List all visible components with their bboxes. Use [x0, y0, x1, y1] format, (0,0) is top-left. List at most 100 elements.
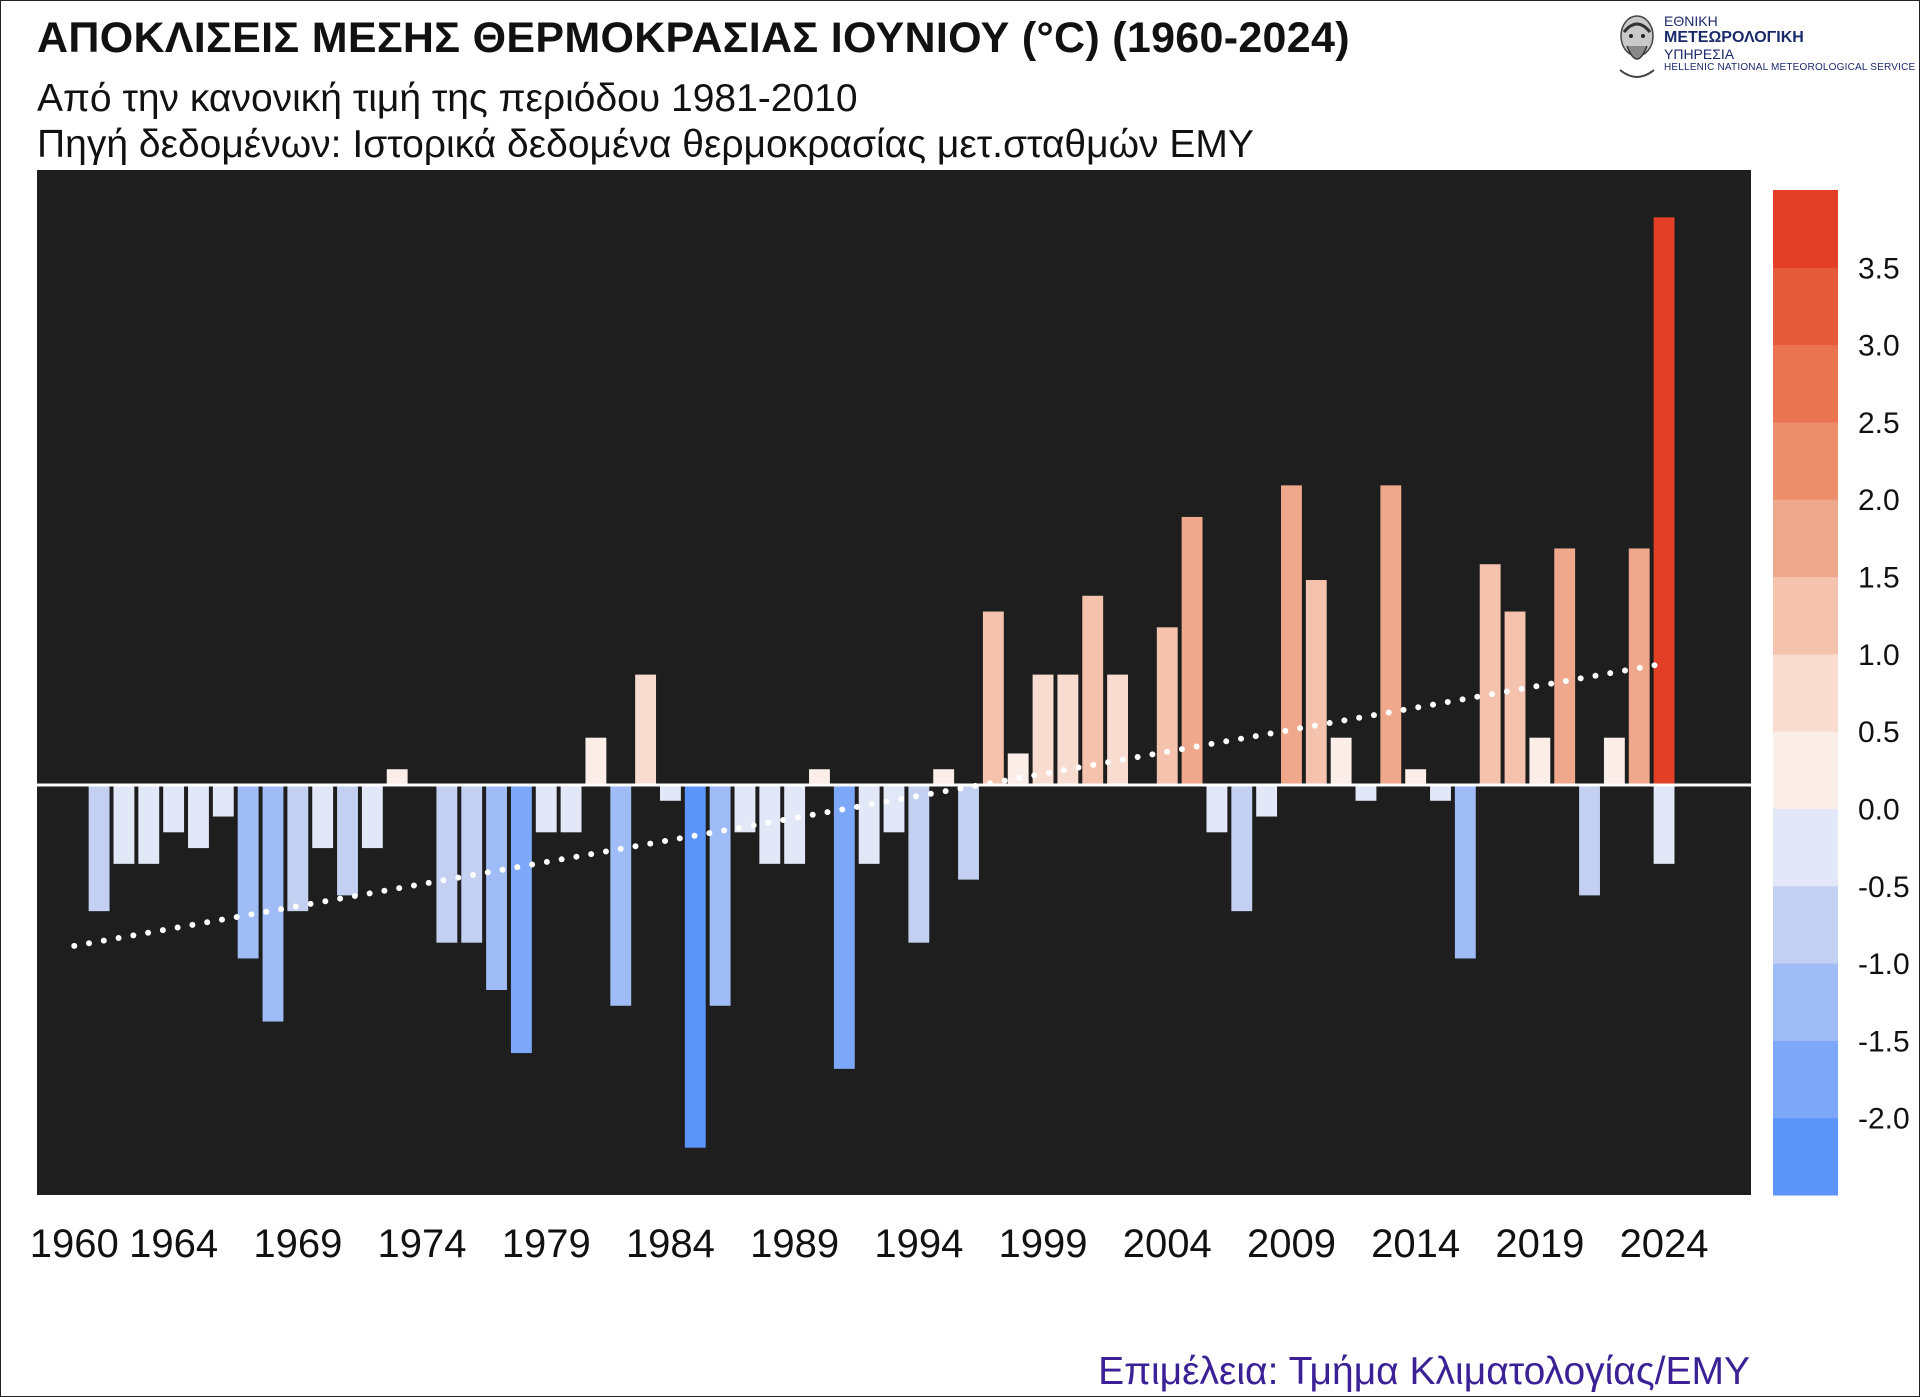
bar-1999 [1032, 674, 1054, 785]
bar-2001 [1082, 595, 1104, 785]
bar-1987 [734, 785, 756, 833]
bar-1972 [361, 785, 383, 849]
colorbar-tick-label: -1.5 [1858, 1025, 1910, 1058]
x-tick-label-2024: 2024 [1620, 1222, 1709, 1266]
colorbar-segment [1773, 963, 1838, 1041]
bar-2002 [1107, 674, 1128, 785]
bar-1980 [560, 785, 582, 833]
chart-subtitle-source: Πηγή δεδομένων: Ιστορικά δεδομένα θερμοκ… [37, 123, 1254, 166]
trend-line [71, 660, 1668, 949]
bar-2012 [1355, 785, 1377, 801]
bar-1975 [436, 785, 458, 943]
bar-2021 [1579, 785, 1600, 896]
bar-1979 [535, 785, 557, 833]
x-tick-label-2014: 2014 [1371, 1222, 1460, 1266]
logo-line-2: ΜΕΤΕΩΡΟΛΟΓΙΚΗ [1664, 29, 1804, 47]
bar-1994 [908, 785, 930, 943]
bar-1966 [212, 785, 234, 817]
bar-1993 [883, 785, 905, 833]
bar-1991 [833, 785, 855, 1069]
bar-1968 [262, 785, 284, 1022]
bar-1996 [958, 785, 979, 880]
colorbar-tick-label: 0.0 [1858, 793, 1900, 826]
bar-2018 [1504, 611, 1526, 785]
colorbar-segment [1773, 421, 1838, 500]
x-tick-label-1994: 1994 [874, 1222, 963, 1266]
x-tick-label-2009: 2009 [1247, 1222, 1336, 1266]
bar-1992 [858, 785, 880, 864]
bar-1984 [660, 785, 681, 801]
bar-2013 [1380, 485, 1402, 785]
bar-1971 [337, 785, 358, 896]
bar-1983 [635, 674, 657, 785]
bar-1981 [585, 737, 607, 785]
colorbar-tick-label: -2.0 [1858, 1103, 1910, 1136]
bar-1969 [287, 785, 309, 912]
x-tick-label-2004: 2004 [1123, 1222, 1212, 1266]
bar-1970 [312, 785, 334, 849]
x-tick-label-1964: 1964 [129, 1222, 218, 1266]
chart-title: ΑΠΟΚΛΙΣΕΙΣ ΜΕΣΗΣ ΘΕΡΜΟΚΡΑΣΙΑΣ ΙΟΥΝΙΟΥ (°… [37, 14, 1350, 62]
bar-2009 [1281, 485, 1302, 785]
logo-line-1: ΕΘΝΙΚΗ [1664, 13, 1718, 29]
bar-1964 [163, 785, 185, 833]
x-tick-label-2019: 2019 [1495, 1222, 1584, 1266]
x-tick-label-1969: 1969 [253, 1222, 342, 1266]
colorbar-segment [1773, 499, 1838, 578]
colorbar-tick-label: 1.0 [1858, 639, 1900, 672]
colorbar-tick-label: 3.0 [1858, 330, 1900, 363]
bar-2024-value [1653, 217, 1675, 786]
colorbar-segment [1773, 344, 1838, 423]
colorbar-tick-label: -0.5 [1858, 871, 1910, 904]
colorbar-segment [1773, 267, 1838, 346]
colorbar-tick-label: 2.0 [1858, 484, 1900, 517]
x-tick-label-1960: 1960 [30, 1222, 119, 1266]
credit-text: Επιμέλεια: Τμήμα Κλιματολογίας/ΕΜΥ [1098, 1350, 1750, 1393]
colorbar-segment [1773, 1117, 1838, 1196]
logo-line-4: HELLENIC NATIONAL METEOROLOGICAL SERVICE [1664, 62, 1916, 74]
bar-2000 [1057, 674, 1079, 785]
plot-area [37, 170, 1751, 1195]
bar-1998 [1007, 753, 1029, 785]
hnms-logo: ΕΘΝΙΚΗ ΜΕΤΕΩΡΟΛΟΓΙΚΗ ΥΠΗΡΕΣΙΑ HELLENIC N… [1612, 10, 1916, 90]
bar-1965 [188, 785, 209, 849]
bar-1985 [684, 785, 706, 1148]
bar-1967 [237, 785, 259, 959]
bar-2007 [1231, 785, 1253, 912]
bar-2004 [1156, 627, 1178, 785]
colorbar-segment [1773, 653, 1838, 732]
bar-1976 [461, 785, 483, 943]
logo-emblem-icon [1619, 15, 1655, 78]
x-tick-label-1999: 1999 [999, 1222, 1088, 1266]
colorbar-segment [1773, 190, 1838, 268]
bar-1997 [982, 611, 1004, 785]
colorbar-tick-label: 0.5 [1858, 716, 1900, 749]
x-tick-label-1984: 1984 [626, 1222, 715, 1266]
bar-2015 [1430, 785, 1451, 801]
bar-2008 [1256, 785, 1278, 817]
colorbar-segment [1773, 885, 1838, 964]
logo-line-3: ΥΠΗΡΕΣΙΑ [1664, 45, 1735, 62]
colorbar-segment [1773, 576, 1838, 655]
bar-1963 [138, 785, 160, 864]
colorbar-segment [1773, 731, 1838, 809]
bar-1978 [510, 785, 532, 1054]
bar-1986 [709, 785, 731, 1006]
bar-2011 [1330, 737, 1352, 785]
bar-1977 [486, 785, 507, 990]
bar-1989 [784, 785, 806, 864]
bar-1962 [113, 785, 135, 864]
bar-2022 [1603, 737, 1625, 785]
bar-2019 [1529, 737, 1551, 785]
bar-2010 [1305, 580, 1327, 785]
chart-subtitle-baseline: Από την κανονική τιμή της περιόδου 1981-… [37, 77, 858, 120]
bar-2020 [1554, 548, 1576, 785]
colorbar-tick-label: -1.0 [1858, 948, 1910, 981]
bar-1973 [386, 769, 408, 785]
colorbar-segment [1773, 808, 1838, 887]
bar-1995 [933, 769, 955, 785]
x-tick-label-1974: 1974 [378, 1222, 467, 1266]
bar-2024 [1653, 785, 1675, 864]
bar-2017 [1479, 564, 1501, 785]
